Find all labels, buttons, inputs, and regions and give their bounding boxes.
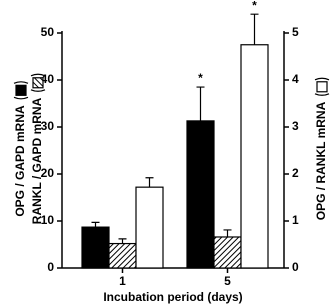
annotation: * [198,71,203,85]
bar [81,226,110,269]
bar [240,44,269,269]
y2-tick-label: 0 [292,260,299,274]
error-bar [91,221,100,228]
paren [13,96,29,100]
x-tick-label: 5 [224,274,231,288]
y2-tick-label: 1 [292,213,299,227]
y2-tick-label: 4 [292,72,299,86]
axis-label: OPG / GAPD mRNA [13,81,29,217]
y2-tick-label: 3 [292,119,299,133]
bar [108,242,137,269]
error-bar [196,86,205,121]
error-bar [250,13,259,45]
y-tick-label: 30 [41,119,55,133]
axis-label: OPG / RANKL mRNA [314,77,330,220]
legend-key [316,81,328,93]
error-bar [118,238,127,244]
axis-label: RANKL / GAPD mRNA [30,73,46,224]
x-tick-label: 1 [119,274,126,288]
x-axis-label: Incubation period (days) [103,290,242,304]
y2-tick-label: 5 [292,25,299,39]
axis-label-text: OPG / GAPD mRNA [13,105,27,217]
axis-label-text: OPG / RANKL mRNA [314,101,328,220]
paren [314,93,330,96]
y2-tick-label: 2 [292,166,299,180]
axis-label-text: RANKL / GAPD mRNA [30,97,44,224]
bar [135,186,164,269]
annotation: * [252,0,257,12]
bar [213,236,242,269]
legend-key [32,77,44,89]
paren [13,81,29,84]
y-tick-label: 50 [41,25,55,39]
paren [314,77,330,81]
y-tick-label: 0 [47,260,54,274]
y-tick-label: 20 [41,166,55,180]
error-bar [223,229,232,237]
error-bar [145,177,154,188]
bar [186,120,215,269]
paren [30,89,46,92]
legend-key [15,84,27,96]
paren [30,73,46,77]
y-tick-label: 10 [41,213,55,227]
